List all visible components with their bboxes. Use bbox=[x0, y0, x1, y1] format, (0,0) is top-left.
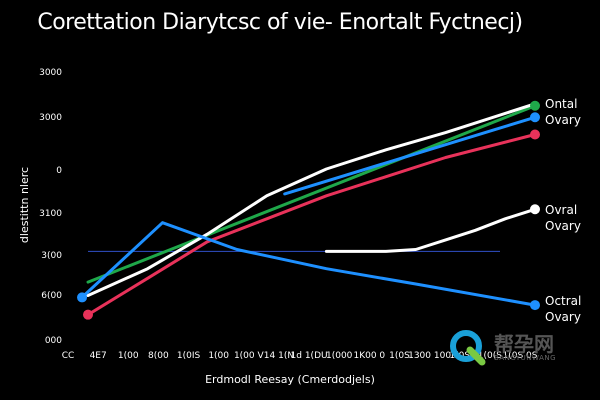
x-tick-label: 1(0S 0S bbox=[503, 351, 538, 361]
watermark-logo-icon bbox=[450, 330, 486, 366]
series-label: Ovral bbox=[545, 203, 577, 217]
x-tick-label: CC bbox=[62, 351, 75, 361]
x-tick-label: 1(000 bbox=[326, 351, 353, 361]
series-labels: Ontal Ovary Ovral Ovary Octral Ovary bbox=[545, 97, 581, 324]
y-tick-label: 000 bbox=[45, 336, 62, 346]
y-tick-label: 0 bbox=[56, 166, 62, 176]
x-tick-label: 1d 1(DU bbox=[291, 351, 328, 361]
series-marker bbox=[83, 309, 93, 320]
series-line bbox=[283, 115, 537, 196]
x-tick-label: 1K00 0 bbox=[353, 351, 385, 361]
x-tick-label: 8(00 bbox=[148, 351, 169, 361]
series-line bbox=[80, 221, 537, 307]
y-tick-label: 3000 bbox=[39, 113, 62, 123]
series-marker bbox=[530, 300, 540, 311]
x-tick-label: 1(0S bbox=[389, 351, 410, 361]
x-axis-title: Erdmodl Reesay (Cmerdodjels) bbox=[205, 373, 375, 386]
x-tick-label: 1(00 bbox=[208, 351, 229, 361]
watermark-text: 帮孕网 bbox=[494, 331, 554, 356]
series-label: Octral bbox=[545, 294, 581, 308]
x-tick-label: 14 1(N bbox=[264, 351, 294, 361]
series-marker bbox=[530, 204, 540, 215]
series-line bbox=[324, 207, 537, 253]
series-marker bbox=[530, 100, 540, 111]
series-line bbox=[86, 102, 537, 297]
series-label: Ontal bbox=[545, 97, 577, 111]
x-tick-label: 4E7 bbox=[90, 351, 107, 361]
y-tick-label: 3100 bbox=[39, 209, 62, 219]
x-tick-label: 1(0IS bbox=[177, 351, 201, 361]
series-lines bbox=[80, 102, 537, 317]
watermark: 帮孕网 BANGYUNWANG bbox=[448, 328, 556, 368]
x-tick-label: 1(00 V bbox=[234, 351, 265, 361]
series-marker bbox=[530, 112, 540, 123]
series-label: Ovary bbox=[545, 310, 581, 324]
x-tick-label: 1(00 bbox=[118, 351, 139, 361]
series-marker bbox=[77, 292, 88, 303]
y-tick-labels: 000 6(00 3(00 3100 0 3000 3000 bbox=[39, 68, 62, 346]
y-tick-label: 3(00 bbox=[41, 251, 62, 261]
y-tick-label: 6(00 bbox=[41, 291, 62, 301]
y-tick-label: 3000 bbox=[39, 68, 62, 78]
series-markers bbox=[77, 100, 540, 320]
series-label: Ovary bbox=[545, 113, 581, 127]
series-label: Ovary bbox=[545, 219, 581, 233]
series-line bbox=[86, 133, 537, 317]
series-line bbox=[86, 104, 537, 284]
watermark-subtext: BANGYUNWANG bbox=[494, 353, 557, 362]
x-tick-label: 1300 100 bbox=[408, 351, 451, 361]
series-marker bbox=[530, 129, 540, 140]
chart-title: Corettation Diarytcsc of vie- Enortalt F… bbox=[37, 10, 523, 35]
y-axis-title: dlestittn nlerc bbox=[18, 167, 31, 243]
x-tick-label: 1(0(S bbox=[478, 351, 502, 361]
